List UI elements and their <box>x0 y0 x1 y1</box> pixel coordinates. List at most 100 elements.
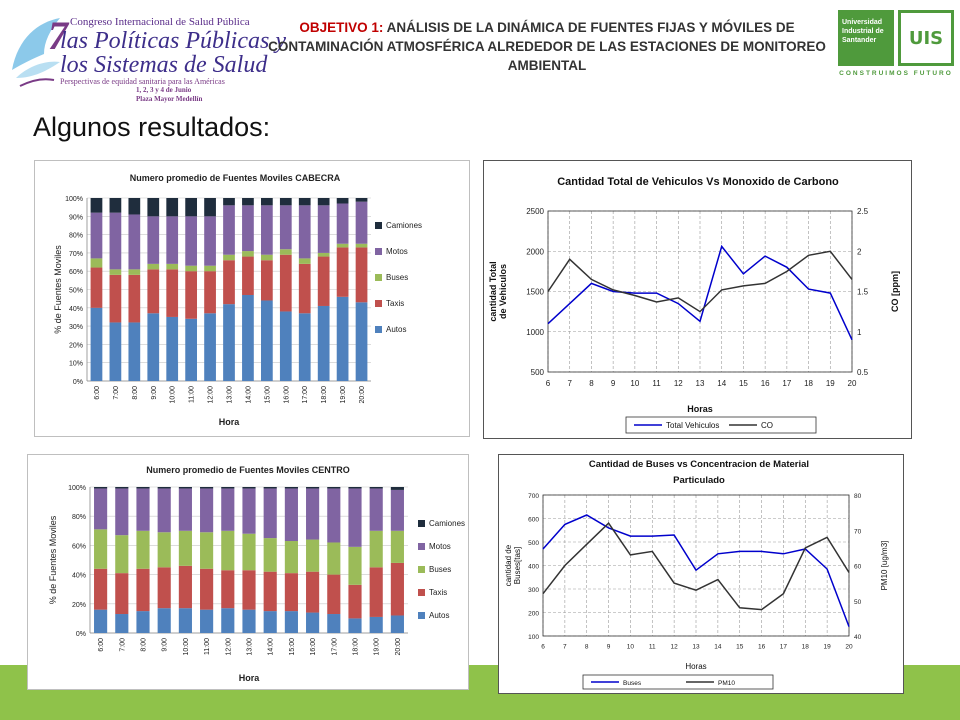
bar-segment-buses <box>90 258 103 268</box>
legend-box <box>582 674 774 690</box>
bar-segment-motos <box>204 216 216 266</box>
x-tick-label: 19:00 <box>374 638 381 656</box>
legend-swatch-taxis <box>418 589 425 596</box>
y-axis-label: cantidad Total <box>488 261 498 321</box>
congress-logo: 7 Congreso Internacional de Salud Públic… <box>4 8 286 103</box>
bar-segment-autos <box>306 612 320 633</box>
bar-segment-camiones <box>115 487 129 489</box>
x-tick-label: 7 <box>563 644 567 651</box>
legend-label: Total Vehiculos <box>666 421 719 430</box>
x-tick-label: 6 <box>541 644 545 651</box>
x-tick-label: 15 <box>739 379 748 388</box>
congress-dates: 1, 2, 3 y 4 de Junio <box>136 86 192 94</box>
x-tick-label: 19:00 <box>340 386 347 404</box>
bar-segment-camiones <box>390 487 404 490</box>
bar-segment-taxis <box>204 271 216 314</box>
x-tick-label: 11 <box>649 644 656 651</box>
x-tick-label: 10:00 <box>183 638 190 656</box>
bar-segment-camiones <box>348 487 362 489</box>
bar-segment-buses <box>200 532 214 569</box>
x-tick-label: 14 <box>717 379 726 388</box>
x-axis-label: Horas <box>687 404 713 414</box>
bar-segment-camiones <box>260 198 273 206</box>
x-axis-label: Horas <box>685 662 706 671</box>
bar-segment-motos <box>390 489 404 531</box>
y-tick-label: 20% <box>69 342 83 349</box>
bar-segment-camiones <box>327 487 341 489</box>
x-tick-label: 6:00 <box>98 638 105 652</box>
x-tick-label: 15 <box>736 644 744 651</box>
congress-venue: Plaza Mayor Medellín <box>136 95 203 103</box>
legend-label-motos: Motos <box>386 247 408 256</box>
series-line-co <box>547 250 853 313</box>
bar-segment-camiones <box>369 487 383 489</box>
bar-segment-autos <box>336 296 349 381</box>
bar-segment-buses <box>336 243 349 248</box>
x-tick-label: 18:00 <box>353 638 360 656</box>
x-tick-label: 13:00 <box>227 386 234 404</box>
bar-segment-motos <box>336 203 349 244</box>
chart-buses-pm10-panel: Cantidad de Buses vs Concentracion de Ma… <box>498 454 904 694</box>
y-tick-label: 500 <box>531 368 545 377</box>
bar-segment-camiones <box>223 198 235 206</box>
bar-segment-motos <box>178 488 192 531</box>
y-tick-label: 600 <box>528 517 539 524</box>
y-tick-label: 80% <box>69 233 83 240</box>
bar-segment-camiones <box>336 198 349 204</box>
y2-tick-label: 60 <box>854 564 862 571</box>
dove-icon <box>12 18 60 87</box>
x-tick-label: 20 <box>845 644 853 651</box>
bar-segment-taxis <box>298 263 311 314</box>
y2-tick-label: 2 <box>857 247 862 256</box>
x-tick-label: 20:00 <box>359 386 366 404</box>
bar-segment-taxis <box>317 256 330 306</box>
objective-label: OBJETIVO 1: <box>299 20 384 35</box>
x-tick-label: 7:00 <box>113 386 120 400</box>
y-tick-label: 0% <box>76 631 86 638</box>
bar-segment-autos <box>390 615 404 633</box>
bar-segment-buses <box>355 243 368 248</box>
bar-segment-taxis <box>178 565 192 609</box>
x-tick-label: 9 <box>611 379 616 388</box>
objective-heading: OBJETIVO 1: ANÁLISIS DE LA DINÁMICA DE F… <box>248 18 846 75</box>
x-tick-label: 7 <box>567 379 572 388</box>
bar-segment-motos <box>223 205 235 255</box>
bar-segment-taxis <box>221 570 235 609</box>
bar-segment-buses <box>128 269 141 275</box>
bar-segment-autos <box>263 611 277 633</box>
bar-segment-autos <box>298 313 311 381</box>
series-line-pm10 <box>542 522 850 611</box>
chart-centro-panel: Numero promedio de Fuentes Moviles CENTR… <box>27 454 469 690</box>
bar-segment-taxis <box>166 269 179 317</box>
bar-segment-autos <box>369 616 383 633</box>
chart-cabecera-panel: Numero promedio de Fuentes Moviles CABEC… <box>34 160 470 437</box>
legend-label-taxis: Taxis <box>386 299 404 308</box>
x-tick-label: 8 <box>589 379 594 388</box>
y-axis-label: Buses[tas] <box>513 547 522 584</box>
bar-segment-camiones <box>242 487 256 489</box>
university-logo: Universidad Industrial de Santander UIS … <box>838 10 956 82</box>
bar-segment-buses <box>157 532 171 568</box>
x-tick-label: 13:00 <box>247 638 254 656</box>
legend-swatch-taxis <box>375 300 382 307</box>
y-tick-label: 100% <box>65 196 83 203</box>
x-tick-label: 12 <box>674 379 683 388</box>
university-motto: CONSTRUIMOS FUTURO <box>839 70 953 77</box>
bar-segment-autos <box>327 614 341 633</box>
y-tick-label: 100% <box>68 485 86 492</box>
legend-label-autos: Autos <box>386 325 406 334</box>
bar-segment-motos <box>355 201 368 244</box>
y-axis-label: cantidad de <box>504 544 513 586</box>
y2-tick-label: 0.5 <box>857 368 869 377</box>
y-tick-label: 2000 <box>526 247 544 256</box>
y-tick-label: 10% <box>69 361 83 368</box>
y-tick-label: 700 <box>528 493 539 500</box>
bar-segment-camiones <box>263 487 277 489</box>
x-axis-label: Hora <box>219 417 240 427</box>
y-tick-label: 1500 <box>526 288 544 297</box>
bar-segment-taxis <box>327 574 341 615</box>
y2-tick-label: 50 <box>854 599 862 606</box>
bar-segment-motos <box>242 488 256 534</box>
y2-tick-label: 1 <box>857 328 862 337</box>
chart-title: Numero promedio de Fuentes Moviles CABEC… <box>130 173 341 183</box>
